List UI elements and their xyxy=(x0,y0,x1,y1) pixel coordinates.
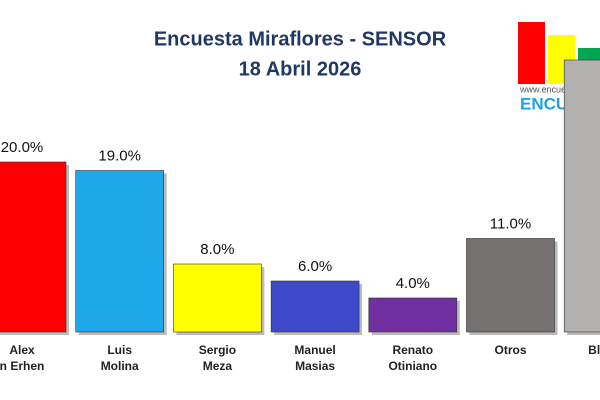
value-label: 4.0% xyxy=(396,275,430,292)
logo-block xyxy=(518,22,545,84)
category-label: Renato Otiniano xyxy=(388,343,438,373)
chart-title: Encuesta Miraflores - SENSOR xyxy=(154,28,447,50)
value-label: 11.0% xyxy=(490,215,531,232)
category-label: Luis Molina xyxy=(100,343,139,373)
logo-url: www.encuestas.c xyxy=(519,84,590,94)
bar xyxy=(270,280,360,333)
category-label: Blanco N xyxy=(588,343,600,357)
bar xyxy=(466,238,555,333)
bar xyxy=(563,59,600,333)
value-label: 19.0% xyxy=(98,147,141,164)
bar xyxy=(173,263,262,333)
value-label: 8.0% xyxy=(200,241,234,258)
category-label: Sergio Meza xyxy=(198,343,237,373)
bar xyxy=(368,297,458,333)
value-label: 20.0% xyxy=(1,139,44,156)
bar xyxy=(0,161,67,333)
bar xyxy=(75,170,164,333)
chart-subtitle: 18 Abril 2026 xyxy=(239,58,362,80)
category-label: Otros xyxy=(494,343,527,357)
value-label: 6.0% xyxy=(298,258,332,275)
category-label: Manuel Masias xyxy=(294,343,336,373)
category-label: Alex n Erhen xyxy=(0,343,45,373)
